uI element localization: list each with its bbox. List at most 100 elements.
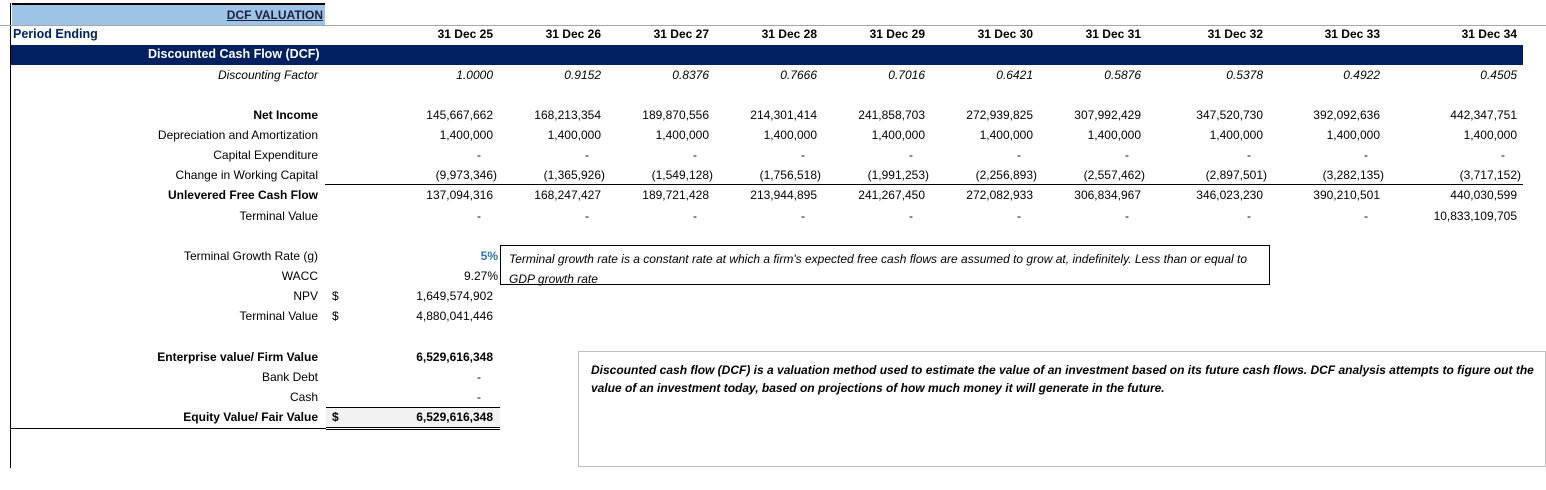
terminal-value-cell[interactable]: -: [693, 209, 697, 223]
dcf-info-box[interactable]: Discounted cash flow (DCF) is a valuatio…: [578, 351, 1546, 467]
net-income-cell[interactable]: 392,092,636: [1313, 108, 1380, 122]
period-header[interactable]: 31 Dec 29: [869, 27, 925, 41]
terminal-value-cell[interactable]: -: [1125, 209, 1129, 223]
ufcf-cell[interactable]: 306,834,967: [1074, 188, 1141, 202]
label-working-capital[interactable]: Change in Working Capital: [175, 168, 318, 182]
working-capital-cell[interactable]: (2,897,501): [1205, 168, 1267, 182]
terminal-value-cell[interactable]: -: [1017, 209, 1021, 223]
discounting-factor-cell[interactable]: 0.5876: [1104, 68, 1141, 82]
ufcf-cell[interactable]: 346,023,230: [1196, 188, 1263, 202]
discounting-factor-cell[interactable]: 0.5378: [1226, 68, 1263, 82]
net-income-cell[interactable]: 189,870,556: [642, 108, 709, 122]
capex-cell[interactable]: -: [909, 148, 913, 162]
label-cash[interactable]: Cash: [289, 390, 318, 404]
equity-value[interactable]: 6,529,616,348: [416, 410, 493, 424]
working-capital-cell[interactable]: (1,549,128): [651, 168, 713, 182]
discounting-factor-cell[interactable]: 0.4922: [1343, 68, 1380, 82]
depreciation-cell[interactable]: 1,400,000: [1209, 128, 1263, 142]
depreciation-cell[interactable]: 1,400,000: [655, 128, 709, 142]
depreciation-cell[interactable]: 1,400,000: [1326, 128, 1380, 142]
capex-cell[interactable]: -: [1017, 148, 1021, 162]
terminal-value-cell[interactable]: -: [1247, 209, 1251, 223]
net-income-cell[interactable]: 272,939,825: [966, 108, 1033, 122]
capex-cell[interactable]: -: [801, 148, 805, 162]
discounting-factor-cell[interactable]: 0.4505: [1480, 68, 1517, 82]
terminal-value-cell[interactable]: -: [1364, 209, 1368, 223]
depreciation-cell[interactable]: 1,400,000: [439, 128, 493, 142]
growth-note-box[interactable]: Terminal growth rate is a constant rate …: [500, 245, 1270, 286]
wacc-value[interactable]: 9.27%: [463, 269, 498, 283]
depreciation-cell[interactable]: 1,400,000: [1087, 128, 1141, 142]
capex-cell[interactable]: -: [1501, 148, 1505, 162]
discounting-factor-cell[interactable]: 0.6421: [996, 68, 1033, 82]
period-header[interactable]: 31 Dec 30: [977, 27, 1033, 41]
ufcf-cell[interactable]: 241,267,450: [858, 188, 925, 202]
depreciation-cell[interactable]: 1,400,000: [979, 128, 1033, 142]
period-header[interactable]: 31 Dec 28: [761, 27, 817, 41]
net-income-cell[interactable]: 241,858,703: [858, 108, 925, 122]
net-income-cell[interactable]: 168,213,354: [534, 108, 601, 122]
ufcf-cell[interactable]: 213,944,895: [750, 188, 817, 202]
label-terminal-value-row[interactable]: Terminal Value: [239, 209, 318, 223]
depreciation-cell[interactable]: 1,400,000: [763, 128, 817, 142]
dcf-section-band[interactable]: Discounted Cash Flow (DCF): [11, 45, 1523, 65]
terminal-value-cell[interactable]: -: [801, 209, 805, 223]
title-cell[interactable]: DCF VALUATION: [12, 3, 325, 25]
net-income-cell[interactable]: 347,520,730: [1196, 108, 1263, 122]
terminal-value-cell[interactable]: 10,833,109,705: [1433, 209, 1517, 223]
working-capital-cell[interactable]: (1,365,926): [543, 168, 605, 182]
net-income-cell[interactable]: 214,301,414: [750, 108, 817, 122]
depreciation-cell[interactable]: 1,400,000: [547, 128, 601, 142]
period-ending-label[interactable]: Period Ending: [13, 27, 98, 41]
ufcf-cell[interactable]: 189,721,428: [642, 188, 709, 202]
label-discounting-factor[interactable]: Discounting Factor: [217, 68, 318, 82]
terminal-growth-input[interactable]: 5%: [480, 249, 498, 263]
label-ufcf[interactable]: Unlevered Free Cash Flow: [167, 188, 318, 202]
capex-cell[interactable]: -: [1125, 148, 1129, 162]
terminal-value-cell[interactable]: -: [585, 209, 589, 223]
label-capex[interactable]: Capital Expenditure: [213, 148, 318, 162]
working-capital-cell[interactable]: (9,973,346): [435, 168, 497, 182]
period-header[interactable]: 31 Dec 34: [1461, 27, 1517, 41]
label-net-income[interactable]: Net Income: [253, 108, 318, 122]
ufcf-cell[interactable]: 390,210,501: [1313, 188, 1380, 202]
period-header[interactable]: 31 Dec 26: [545, 27, 601, 41]
capex-cell[interactable]: -: [585, 148, 589, 162]
working-capital-cell[interactable]: (1,991,253): [867, 168, 929, 182]
net-income-cell[interactable]: 307,992,429: [1074, 108, 1141, 122]
label-enterprise-value[interactable]: Enterprise value/ Firm Value: [157, 350, 318, 364]
period-header[interactable]: 31 Dec 32: [1207, 27, 1263, 41]
working-capital-cell[interactable]: (1,756,518): [759, 168, 821, 182]
capex-cell[interactable]: -: [693, 148, 697, 162]
discounting-factor-cell[interactable]: 0.7666: [780, 68, 817, 82]
depreciation-cell[interactable]: 1,400,000: [1463, 128, 1517, 142]
cash-value[interactable]: -: [477, 390, 481, 404]
net-income-cell[interactable]: 145,667,662: [426, 108, 493, 122]
period-header[interactable]: 31 Dec 25: [437, 27, 493, 41]
working-capital-cell[interactable]: (2,557,462): [1083, 168, 1145, 182]
capex-cell[interactable]: -: [1247, 148, 1251, 162]
capex-cell[interactable]: -: [477, 148, 481, 162]
label-wacc[interactable]: WACC: [281, 269, 318, 283]
working-capital-cell[interactable]: (3,282,135): [1322, 168, 1384, 182]
ufcf-cell[interactable]: 440,030,599: [1450, 188, 1517, 202]
ufcf-cell[interactable]: 272,082,933: [966, 188, 1033, 202]
discounting-factor-cell[interactable]: 0.8376: [672, 68, 709, 82]
label-depreciation[interactable]: Depreciation and Amortization: [157, 128, 318, 142]
ufcf-cell[interactable]: 168,247,427: [534, 188, 601, 202]
label-equity-value[interactable]: Equity Value/ Fair Value: [183, 410, 318, 424]
label-terminal-growth[interactable]: Terminal Growth Rate (g): [183, 249, 318, 263]
discounting-factor-cell[interactable]: 0.7016: [888, 68, 925, 82]
ufcf-cell[interactable]: 137,094,316: [426, 188, 493, 202]
period-header[interactable]: 31 Dec 33: [1324, 27, 1380, 41]
enterprise-value[interactable]: 6,529,616,348: [416, 350, 493, 364]
depreciation-cell[interactable]: 1,400,000: [871, 128, 925, 142]
period-header[interactable]: 31 Dec 31: [1085, 27, 1141, 41]
period-header[interactable]: 31 Dec 27: [653, 27, 709, 41]
working-capital-cell[interactable]: (2,256,893): [975, 168, 1037, 182]
npv-value[interactable]: 1,649,574,902: [416, 289, 493, 303]
discounting-factor-cell[interactable]: 1.0000: [456, 68, 493, 82]
bank-debt-value[interactable]: -: [477, 370, 481, 384]
terminal-value-cell[interactable]: -: [477, 209, 481, 223]
working-capital-cell[interactable]: (3,717,152): [1459, 168, 1521, 182]
